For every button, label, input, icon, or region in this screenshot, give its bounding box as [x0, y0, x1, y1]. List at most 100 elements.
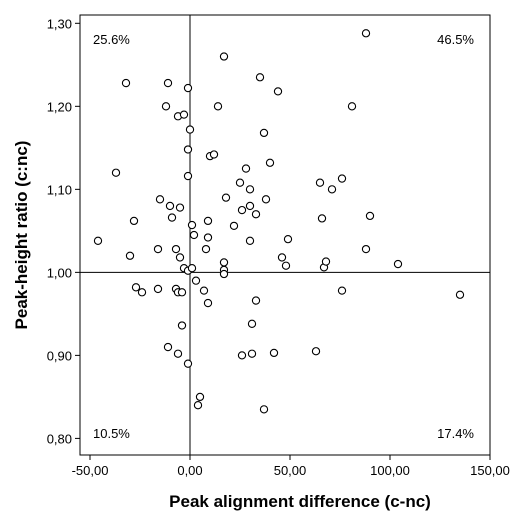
- data-point: [173, 349, 183, 358]
- data-point: [337, 174, 347, 183]
- x-tick-label: 50,00: [274, 463, 307, 478]
- data-point: [165, 201, 175, 211]
- data-point: [177, 288, 187, 297]
- data-point: [219, 258, 229, 267]
- data-point: [245, 236, 255, 245]
- data-point: [365, 211, 375, 221]
- data-point: [259, 128, 269, 138]
- y-tick-label: 0,90: [47, 348, 72, 363]
- data-point: [179, 110, 189, 119]
- x-tick-label: 0,00: [177, 463, 202, 478]
- data-point: [189, 230, 199, 240]
- data-point: [201, 244, 211, 254]
- data-point: [269, 348, 279, 358]
- data-point: [183, 359, 193, 368]
- data-point: [155, 195, 165, 204]
- data-point: [177, 321, 187, 330]
- data-point: [161, 102, 171, 111]
- data-point: [203, 298, 213, 308]
- y-tick-label: 0,80: [47, 431, 72, 446]
- data-point: [175, 253, 185, 262]
- data-point: [183, 83, 193, 93]
- data-point: [283, 235, 293, 244]
- x-tick-label: 100,00: [370, 463, 410, 478]
- quadrant-label-top-left: 25.6%: [93, 32, 130, 47]
- data-point: [111, 168, 121, 177]
- data-point: [219, 269, 229, 279]
- data-point: [137, 288, 147, 297]
- data-point: [187, 220, 197, 230]
- data-points: [93, 29, 465, 414]
- plot-frame: [79, 14, 491, 456]
- data-point: [183, 145, 193, 154]
- data-point: [153, 244, 163, 254]
- x-tick-label: 150,00: [470, 463, 510, 478]
- data-point: [163, 78, 173, 88]
- x-axis-title: Peak alignment difference (c-nc): [169, 492, 431, 511]
- data-point: [361, 29, 371, 38]
- data-point: [311, 347, 321, 356]
- data-point: [129, 216, 139, 226]
- y-axis-ticks: 0,80 0,90 1,00 1,10 1,20 1,30: [47, 16, 80, 446]
- data-point: [209, 150, 219, 159]
- data-point: [321, 257, 331, 266]
- data-point: [191, 276, 201, 285]
- data-point: [245, 185, 255, 194]
- data-point: [199, 286, 209, 295]
- data-point: [203, 233, 213, 242]
- data-point: [455, 290, 465, 299]
- data-point: [125, 251, 135, 260]
- data-point: [195, 392, 205, 402]
- y-tick-label: 1,20: [47, 99, 72, 114]
- data-point: [163, 342, 173, 352]
- x-tick-label: -50,00: [72, 463, 109, 478]
- data-point: [245, 201, 255, 211]
- quadrant-label-top-right: 46.5%: [437, 32, 474, 47]
- data-point: [193, 401, 203, 410]
- data-point: [241, 164, 251, 173]
- data-point: [213, 102, 223, 111]
- data-point: [265, 158, 275, 167]
- data-point: [251, 296, 261, 305]
- x-axis-ticks: -50,00 0,00 50,00 100,00 150,00: [72, 455, 510, 478]
- data-point: [219, 52, 229, 61]
- data-point: [237, 205, 247, 215]
- data-point: [337, 286, 347, 295]
- data-point: [175, 203, 185, 212]
- data-point: [131, 283, 141, 292]
- data-point: [247, 319, 257, 328]
- data-point: [251, 210, 261, 219]
- data-point: [203, 216, 213, 226]
- data-point: [327, 185, 337, 194]
- data-point: [347, 102, 357, 111]
- data-point: [255, 73, 265, 82]
- data-point: [247, 349, 257, 358]
- data-point: [361, 244, 371, 254]
- data-point: [317, 214, 327, 223]
- data-point: [281, 261, 291, 270]
- data-point: [261, 195, 271, 204]
- data-point: [229, 221, 239, 231]
- data-point: [121, 78, 131, 88]
- data-point: [315, 178, 325, 187]
- data-point: [259, 405, 269, 414]
- data-point: [273, 87, 283, 96]
- data-point: [167, 213, 177, 222]
- data-point: [183, 171, 193, 181]
- data-point: [187, 264, 197, 273]
- data-point: [171, 244, 181, 254]
- data-point: [237, 351, 247, 360]
- y-axis-title: Peak-height ratio (c:nc): [12, 141, 31, 330]
- data-point: [277, 253, 287, 262]
- data-point: [93, 236, 103, 245]
- y-tick-label: 1,00: [47, 265, 72, 280]
- y-tick-label: 1,10: [47, 182, 72, 197]
- data-point: [235, 178, 245, 187]
- data-point: [153, 284, 163, 294]
- data-point: [221, 193, 231, 202]
- data-point: [393, 259, 403, 269]
- data-point: [185, 125, 195, 134]
- quadrant-label-bottom-left: 10.5%: [93, 426, 130, 441]
- y-tick-label: 1,30: [47, 16, 72, 31]
